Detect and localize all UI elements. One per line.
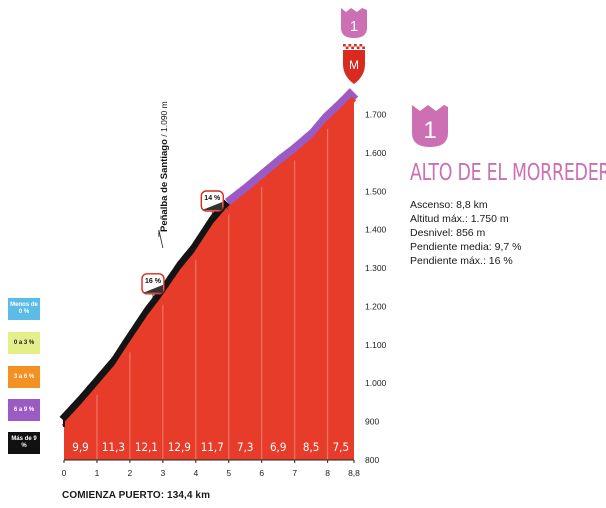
segment-gradient-label: 12,9: [168, 440, 191, 454]
segment-gradient-label: 8,5: [303, 440, 319, 454]
stat-pendiente-media: Pendiente media: 9,7 %: [410, 241, 522, 253]
y-tick-label: 1.200: [365, 301, 387, 311]
segment-gradient-label: 11,3: [102, 440, 125, 454]
summit-category-icon: 1: [341, 8, 367, 38]
stat-pendiente-max: Pendiente máx.: 16 %: [410, 255, 513, 267]
category-1-badge-icon: 1: [410, 103, 450, 149]
y-tick-label: 1.000: [365, 378, 387, 388]
segment-gradient-label: 12,1: [135, 440, 158, 454]
pass-name: ALTO DE EL MORREDERO: [410, 160, 606, 186]
y-tick-label: 900: [365, 417, 379, 427]
y-tick-label: 800: [365, 455, 379, 465]
ridge-underlay-1: [226, 96, 357, 213]
ridge-band-1: [224, 88, 359, 209]
y-tick-label: 1.400: [365, 225, 387, 235]
ridge-underlay-0: [61, 207, 232, 429]
segment-gradient-label: 7,5: [333, 440, 349, 454]
max-gradient-label: 14 %: [204, 195, 221, 202]
category-number: 1: [423, 117, 436, 144]
finish-marker-label: M: [349, 58, 359, 72]
start-label: COMIENZA PUERTO: 134,4 km: [62, 490, 211, 501]
stat-ascenso: Ascenso: 8,8 km: [410, 199, 488, 211]
max-gradient-label: 16 %: [145, 278, 162, 285]
stat-desnivel: Desnivel: 856 m: [410, 227, 486, 239]
y-tick-label: 1.100: [365, 340, 387, 350]
y-tick-label: 1.600: [365, 148, 387, 158]
x-tick-label: 0: [62, 468, 67, 478]
max-gradient-marker: 14 %: [200, 190, 224, 220]
legend-item: 6 a 9 %: [8, 399, 40, 421]
y-tick-label: 1.500: [365, 186, 387, 196]
stat-altitud-max: Altitud máx.: 1.750 m: [410, 213, 509, 225]
x-tick-label: 1: [95, 468, 100, 478]
segment-gradient-label: 7,3: [237, 440, 253, 454]
x-tick-label: 6: [259, 468, 264, 478]
segment-gradient-label: 6,9: [270, 440, 286, 454]
x-tick-label: 7: [292, 468, 297, 478]
landmark-leader-line: [158, 229, 164, 249]
y-tick-label: 1.700: [365, 110, 387, 120]
x-tick-label: 5: [226, 468, 231, 478]
ridge-band-0: [59, 199, 234, 426]
segment-gradient-label: 9,9: [72, 440, 88, 454]
x-tick-label: 8,8: [348, 468, 360, 478]
svg-text:1: 1: [350, 18, 358, 35]
max-gradient-marker: 16 %: [141, 273, 165, 302]
legend-item: Más de 9 %: [8, 432, 40, 454]
legend-item: Menos de 0 %: [8, 298, 40, 320]
y-tick-label: 1.300: [365, 263, 387, 273]
legend-item: 3 a 6 %: [8, 366, 40, 388]
finish-flag-icon: M: [343, 44, 365, 84]
landmark-label: Peñalba de Santiago / 1.090 m: [159, 101, 170, 232]
profile-area: [64, 95, 354, 461]
segment-gradient-label: 11,7: [201, 440, 224, 454]
x-tick-label: 2: [128, 468, 133, 478]
x-tick-label: 3: [160, 468, 165, 478]
legend-item: 0 a 3 %: [8, 332, 40, 354]
x-tick-label: 4: [193, 468, 198, 478]
x-tick-label: 8: [325, 468, 330, 478]
